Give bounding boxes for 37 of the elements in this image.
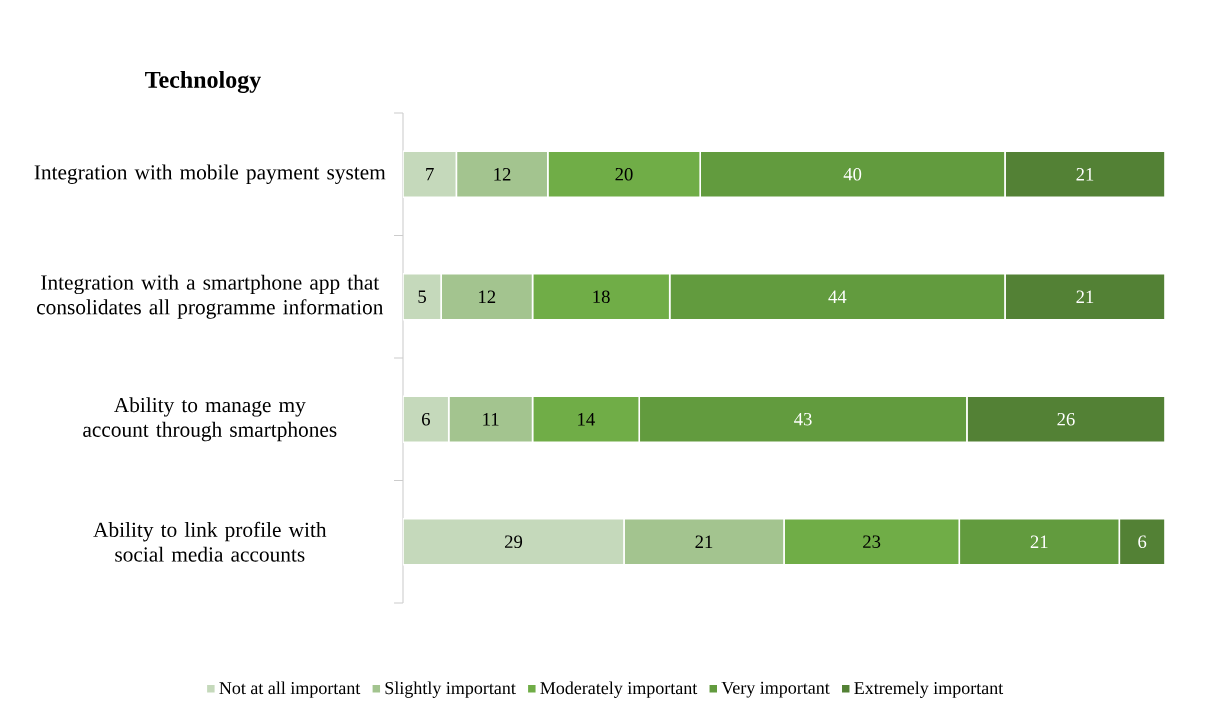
data-label: 11 <box>483 413 499 426</box>
data-label: 5 <box>418 290 427 303</box>
y-tick-label: Ability to link profile with social media accounts <box>93 521 327 562</box>
bar <box>1118 517 1165 566</box>
y-tick-label: Integration with mobile payment system <box>34 164 386 184</box>
bar <box>1004 272 1165 321</box>
legend-label: Slightly important <box>385 681 516 698</box>
data-label: 29 <box>504 535 523 549</box>
data-label: 12 <box>494 168 511 181</box>
y-tick-label: Ability to manage my account through smartphones <box>83 397 337 442</box>
bar <box>403 150 458 199</box>
bar <box>966 395 1165 444</box>
data-label: 43 <box>794 412 812 426</box>
data-label: 7 <box>426 168 434 181</box>
bar <box>1004 150 1165 199</box>
data-label: 12 <box>479 290 496 303</box>
data-label: 44 <box>828 290 847 303</box>
data-label: 21 <box>695 535 713 548</box>
bar <box>403 395 450 444</box>
legend-label: Very important <box>721 681 830 698</box>
y-tick-label: Integration with a smartphone app that consolidates all programme information <box>37 274 384 319</box>
data-label: 23 <box>863 535 881 549</box>
data-label: 40 <box>843 167 862 181</box>
legend-label: Not at all important <box>219 681 361 698</box>
data-label: 6 <box>422 412 430 426</box>
text: Technology <box>145 71 261 93</box>
data-label: 18 <box>593 290 610 304</box>
legend-label: Extremely important <box>854 681 1004 698</box>
data-label: 21 <box>1030 535 1048 548</box>
data-label: 14 <box>578 413 595 426</box>
data-label: 20 <box>615 167 633 181</box>
legend-label: Moderately important <box>540 681 698 698</box>
data-label: 26 <box>1057 412 1075 426</box>
bar <box>403 517 625 566</box>
data-label: 21 <box>1076 290 1094 303</box>
data-label: 21 <box>1076 168 1094 181</box>
data-label: 6 <box>1138 535 1147 549</box>
